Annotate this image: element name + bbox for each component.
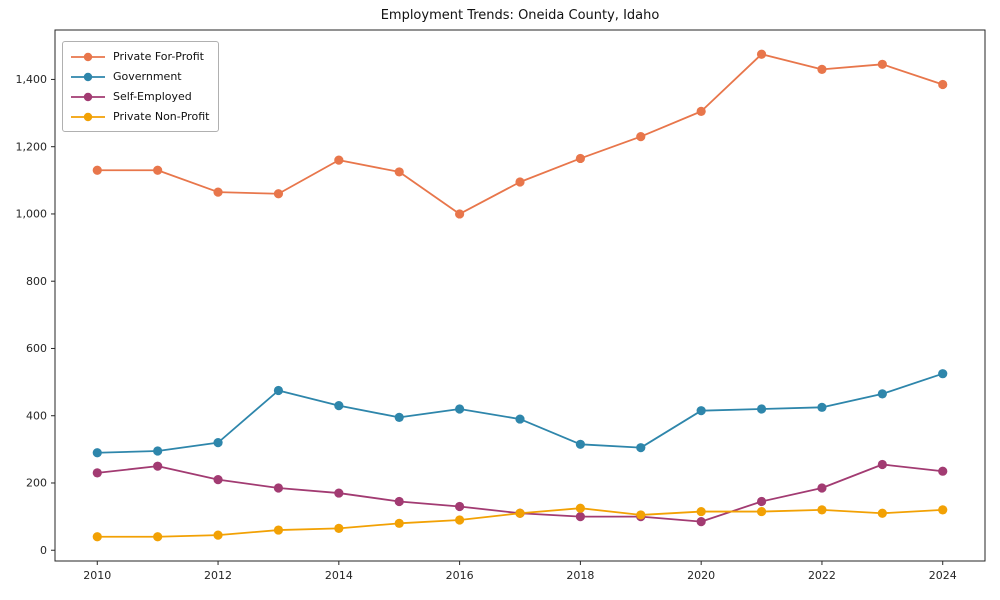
data-point-government xyxy=(696,406,706,416)
data-point-government xyxy=(817,402,827,412)
data-point-government xyxy=(575,439,585,449)
data-point-government xyxy=(213,438,223,448)
legend-item-government: Government xyxy=(70,68,209,85)
y-tick-label: 1,200 xyxy=(16,140,48,153)
data-point-private-non-profit xyxy=(273,525,284,535)
data-point-private-for-profit xyxy=(515,177,525,187)
data-point-private-non-profit xyxy=(92,532,102,542)
private-for-profit-line-marker-icon xyxy=(71,52,105,61)
legend-item-private-for-profit: Private For-Profit xyxy=(70,48,209,65)
data-point-self-employed xyxy=(696,517,706,527)
legend-label: Government xyxy=(113,70,182,83)
data-point-private-non-profit xyxy=(153,532,163,542)
data-point-private-for-profit xyxy=(877,59,887,69)
data-point-government xyxy=(92,448,102,458)
data-point-government xyxy=(756,404,767,414)
y-tick-label: 1,400 xyxy=(16,73,48,86)
data-point-government xyxy=(394,412,404,423)
data-point-government xyxy=(515,414,525,424)
data-point-self-employed xyxy=(756,496,767,507)
data-point-private-non-profit xyxy=(575,503,585,513)
government-line-marker-icon xyxy=(71,72,105,81)
data-point-private-for-profit xyxy=(756,49,767,59)
y-tick-label: 600 xyxy=(26,342,47,355)
data-point-self-employed xyxy=(817,483,827,493)
legend-item-private-non-profit: Private Non-Profit xyxy=(70,108,209,125)
data-point-self-employed xyxy=(877,459,887,470)
x-tick-label: 2018 xyxy=(566,569,594,582)
data-point-self-employed xyxy=(153,461,163,471)
data-point-self-employed xyxy=(273,483,284,493)
data-point-government xyxy=(877,389,887,399)
data-point-private-for-profit xyxy=(334,155,344,165)
y-tick-label: 800 xyxy=(26,275,47,288)
series-line-private-for-profit xyxy=(97,53,944,215)
legend: Private For-Profit Government Self-Employe… xyxy=(62,41,220,132)
data-point-self-employed xyxy=(92,468,102,478)
data-point-private-non-profit xyxy=(938,505,948,515)
data-point-private-non-profit xyxy=(334,523,344,533)
data-point-self-employed xyxy=(938,466,948,476)
data-point-self-employed xyxy=(455,501,465,512)
x-tick-label: 2012 xyxy=(204,569,232,582)
data-point-private-non-profit xyxy=(213,530,223,540)
chart-title: Employment Trends: Oneida County, Idaho xyxy=(380,8,660,23)
data-point-private-for-profit xyxy=(455,209,465,219)
data-point-government xyxy=(455,404,465,414)
x-tick-label: 2016 xyxy=(446,569,474,582)
data-point-government xyxy=(273,385,284,396)
data-point-government xyxy=(334,401,344,411)
data-point-self-employed xyxy=(213,475,223,485)
data-point-self-employed xyxy=(334,488,344,498)
y-tick-label: 200 xyxy=(26,477,47,490)
data-point-private-non-profit xyxy=(877,508,887,518)
data-point-government xyxy=(153,446,163,456)
data-point-private-non-profit xyxy=(696,506,706,517)
data-point-private-non-profit xyxy=(394,518,404,528)
data-point-private-for-profit xyxy=(394,167,404,177)
data-point-government xyxy=(636,443,646,453)
data-point-self-employed xyxy=(575,512,585,522)
data-point-private-for-profit xyxy=(273,189,284,199)
y-tick-label: 400 xyxy=(26,409,47,422)
data-point-private-for-profit xyxy=(696,106,706,116)
data-point-private-non-profit xyxy=(756,506,767,517)
legend-label: Private For-Profit xyxy=(113,50,204,63)
data-point-private-non-profit xyxy=(455,515,465,525)
data-point-private-for-profit xyxy=(938,79,948,90)
axes-frame xyxy=(54,29,986,562)
x-tick-label: 2020 xyxy=(687,569,715,582)
x-tick-label: 2024 xyxy=(929,569,957,582)
private-non-profit-line-marker-icon xyxy=(71,112,105,121)
y-tick-label: 1,000 xyxy=(16,208,48,221)
x-tick-label: 2022 xyxy=(808,569,836,582)
data-point-private-for-profit xyxy=(575,153,585,164)
x-tick-label: 2014 xyxy=(325,569,353,582)
data-point-private-non-profit xyxy=(636,510,646,520)
data-point-self-employed xyxy=(394,496,404,507)
data-point-private-for-profit xyxy=(92,165,102,175)
legend-label: Self-Employed xyxy=(113,90,192,103)
x-tick-label: 2010 xyxy=(83,569,111,582)
self-employed-line-marker-icon xyxy=(71,92,105,101)
data-point-private-for-profit xyxy=(213,187,223,197)
data-point-private-non-profit xyxy=(817,505,827,515)
data-point-private-for-profit xyxy=(817,64,827,74)
y-tick-label: 0 xyxy=(40,544,47,557)
data-point-government xyxy=(938,369,948,379)
series-line-government xyxy=(97,372,944,454)
legend-item-self-employed: Self-Employed xyxy=(70,88,209,105)
data-point-private-for-profit xyxy=(636,132,646,142)
data-point-private-non-profit xyxy=(515,508,525,518)
legend-label: Private Non-Profit xyxy=(113,110,210,123)
data-point-private-for-profit xyxy=(153,165,163,175)
